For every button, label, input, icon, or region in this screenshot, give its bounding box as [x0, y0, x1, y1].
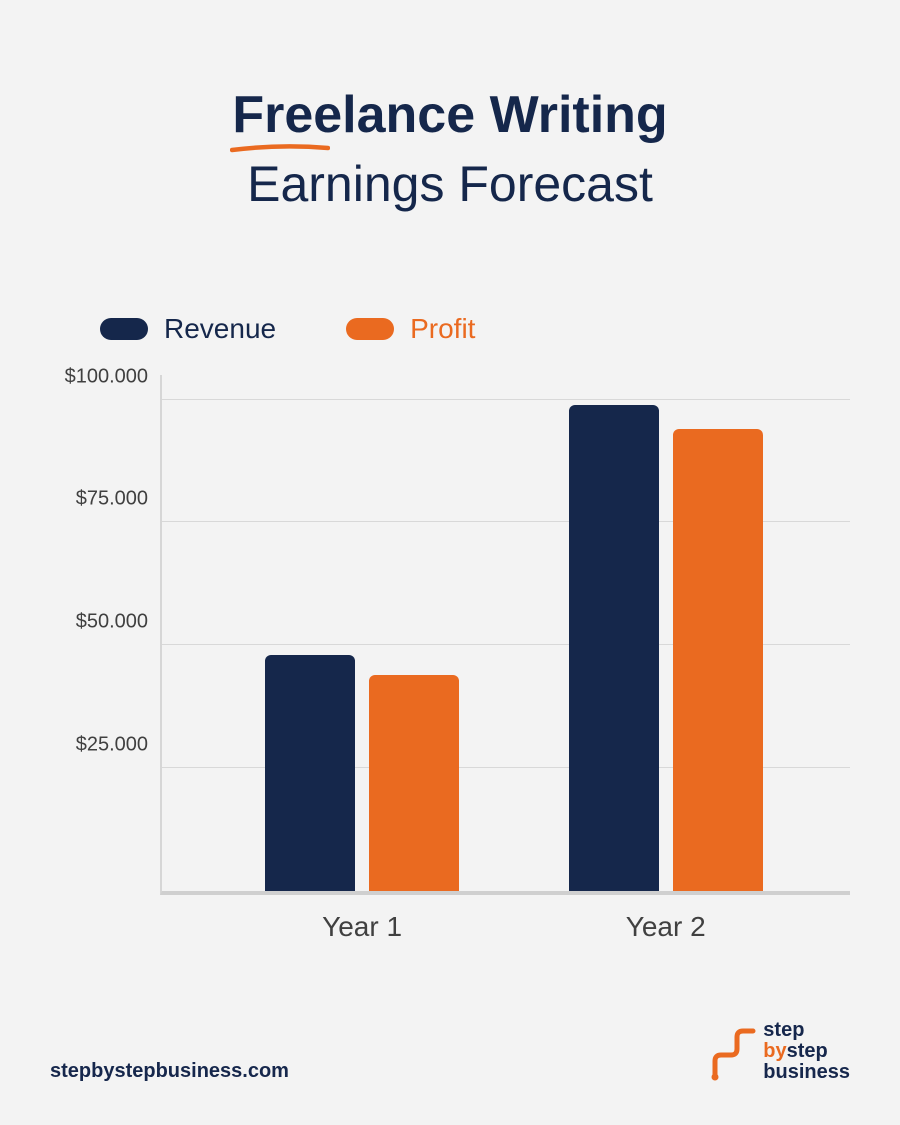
bar-profit — [673, 429, 763, 891]
logo-line3: business — [763, 1061, 850, 1083]
logo-line1: step — [763, 1019, 804, 1041]
title-main-text: Freelance Writing — [232, 86, 667, 144]
title-underline — [230, 143, 330, 153]
chart: $25.000$50.000$75.000$100.000Year 1Year … — [50, 375, 850, 935]
footer: stepbystepbusiness.com step bystep busin… — [50, 1020, 850, 1083]
title-main: Freelance Writing — [226, 85, 673, 151]
logo-line2b: step — [787, 1040, 828, 1062]
bar-revenue — [569, 405, 659, 892]
footer-url: stepbystepbusiness.com — [50, 1060, 289, 1083]
y-axis-label: $75.000 — [76, 488, 148, 511]
legend-item-revenue: Revenue — [100, 313, 276, 345]
y-axis-label: $25.000 — [76, 734, 148, 757]
legend-label-revenue: Revenue — [164, 313, 276, 345]
y-axis-label: $50.000 — [76, 611, 148, 634]
logo-text: step bystep business — [763, 1020, 850, 1083]
y-axis-label: $100.000 — [65, 365, 148, 388]
title-block: Freelance Writing Earnings Forecast — [0, 0, 900, 213]
x-axis-label: Year 1 — [322, 911, 402, 943]
legend-item-profit: Profit — [346, 313, 475, 345]
title-sub: Earnings Forecast — [0, 155, 900, 213]
bar-profit — [369, 675, 459, 891]
logo: step bystep business — [709, 1020, 850, 1083]
grid-line — [162, 399, 850, 400]
legend-swatch-revenue — [100, 318, 148, 340]
bar-revenue — [265, 655, 355, 891]
legend: Revenue Profit — [100, 313, 900, 345]
logo-steps-icon — [709, 1023, 757, 1083]
legend-label-profit: Profit — [410, 313, 475, 345]
plot-area: $25.000$50.000$75.000$100.000Year 1Year … — [160, 375, 850, 895]
logo-line2a: by — [763, 1040, 786, 1062]
x-axis-label: Year 2 — [626, 911, 706, 943]
legend-swatch-profit — [346, 318, 394, 340]
